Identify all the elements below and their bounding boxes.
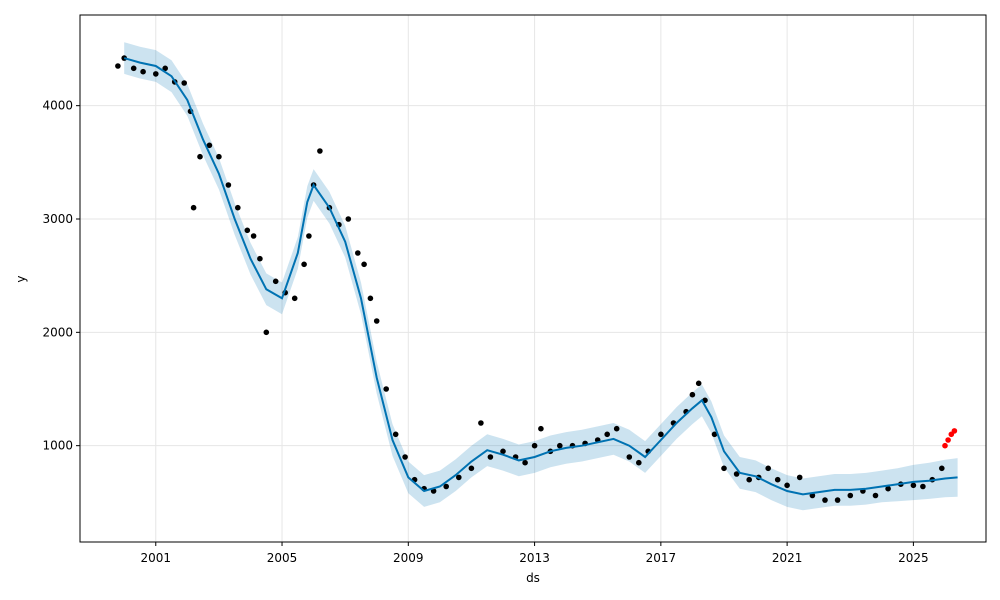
x-axis-label: ds xyxy=(526,571,540,585)
x-tick-label: 2013 xyxy=(519,551,550,565)
y-tick-label: 3000 xyxy=(42,212,73,226)
observed-point xyxy=(939,465,945,472)
observed-point xyxy=(235,204,241,211)
observed-point xyxy=(272,278,279,285)
observed-point xyxy=(456,474,462,481)
observed-point xyxy=(796,474,803,481)
observed-point xyxy=(478,420,484,426)
observed-point xyxy=(115,63,121,69)
observed-point xyxy=(531,442,538,449)
observed-point xyxy=(392,431,399,438)
observed-point xyxy=(402,454,408,460)
observed-point xyxy=(345,216,352,222)
observed-point xyxy=(206,142,213,149)
observed-point xyxy=(355,250,361,256)
observed-point xyxy=(872,492,879,499)
observed-point xyxy=(301,261,307,268)
recent-point xyxy=(942,442,948,449)
observed-point xyxy=(257,255,263,262)
observed-point xyxy=(487,454,494,460)
observed-point xyxy=(711,431,718,438)
observed-point xyxy=(361,261,367,268)
observed-point xyxy=(244,227,251,234)
y-tick-label: 1000 xyxy=(42,439,73,453)
y-tick-label: 4000 xyxy=(42,99,73,113)
observed-point xyxy=(822,497,828,503)
observed-point xyxy=(468,465,475,472)
observed-point xyxy=(373,318,380,324)
x-tick-label: 2005 xyxy=(267,551,298,565)
observed-point xyxy=(130,65,137,72)
observed-point xyxy=(538,425,544,432)
uncertainty-band xyxy=(124,42,958,511)
observed-point xyxy=(153,71,159,77)
observed-point xyxy=(695,380,702,387)
observed-point xyxy=(774,476,781,483)
forecast-line-path xyxy=(123,57,958,496)
observed-point xyxy=(162,65,168,72)
observed-point xyxy=(784,482,790,489)
observed-point xyxy=(626,454,633,460)
observed-point xyxy=(140,68,146,75)
observed-point xyxy=(847,492,854,499)
observed-point xyxy=(443,483,450,490)
observed-point xyxy=(689,391,696,398)
observed-point xyxy=(604,431,610,438)
observed-point xyxy=(733,471,740,477)
y-axis-label: y xyxy=(14,275,28,282)
observed-point xyxy=(834,497,841,503)
observed-point xyxy=(522,459,528,466)
x-tick-label: 2001 xyxy=(140,551,171,565)
observed-point xyxy=(306,233,312,239)
plot-frame xyxy=(79,14,987,543)
observed-point xyxy=(613,425,620,432)
recent-points xyxy=(942,428,958,449)
observed-point xyxy=(225,182,232,188)
observed-point xyxy=(263,329,270,336)
recent-point xyxy=(951,428,958,434)
observed-point xyxy=(658,431,664,438)
observed-point xyxy=(765,465,771,472)
grid xyxy=(80,15,986,542)
observed-point xyxy=(910,482,917,489)
observed-point xyxy=(636,459,642,466)
observed-point xyxy=(557,442,563,449)
y-tick-label: 2000 xyxy=(42,325,73,339)
observed-point xyxy=(197,153,203,160)
x-tick-label: 2021 xyxy=(772,551,803,565)
recent-point xyxy=(945,437,951,443)
observed-point xyxy=(216,153,222,160)
x-tick-label: 2017 xyxy=(646,551,677,565)
observed-point xyxy=(920,483,926,490)
uncertainty-area xyxy=(124,42,958,511)
observed-point xyxy=(383,386,390,392)
x-tick-label: 2025 xyxy=(898,551,929,565)
observed-point xyxy=(367,295,374,302)
y-axis: 1000 2000 3000 4000 xyxy=(42,99,80,453)
observed-point xyxy=(190,204,197,211)
x-axis: 2001 2005 2009 2013 2017 2021 2025 xyxy=(140,542,929,565)
observed-point xyxy=(291,295,298,302)
observed-point xyxy=(885,485,891,492)
forecast-line xyxy=(123,57,958,496)
observed-point xyxy=(721,465,727,472)
observed-point xyxy=(181,80,187,86)
observed-point xyxy=(746,476,752,483)
x-tick-label: 2009 xyxy=(393,551,424,565)
observed-point xyxy=(317,148,323,154)
observed-point xyxy=(500,448,506,455)
observed-point xyxy=(250,233,257,239)
